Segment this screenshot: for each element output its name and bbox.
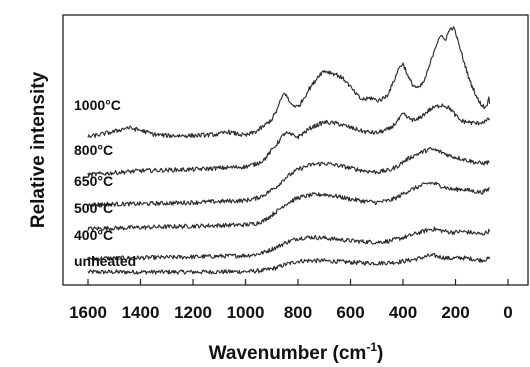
series-label-1: 400°C	[74, 227, 113, 243]
spectrum-trace-3	[87, 146, 490, 207]
x-axis-tick-labels: 1600 1400 1200 1000 800 600 400 200 0	[69, 303, 513, 322]
x-tick-label-4: 800	[284, 303, 312, 322]
series-label-0: unheated	[74, 253, 136, 269]
series-label-3: 650°C	[74, 173, 113, 189]
x-tick-label-0: 1600	[69, 303, 107, 322]
x-tick-label-2: 1200	[174, 303, 212, 322]
y-axis-label: Relative intensity	[28, 71, 49, 228]
x-tick-label-7: 200	[441, 303, 469, 322]
series-label-2: 500°C	[74, 200, 113, 216]
spectrum-trace-0	[87, 252, 491, 275]
series-label-5: 1000°C	[74, 97, 121, 113]
x-axis-label: Wavenumber (cm-1)	[209, 340, 384, 364]
spectrum-trace-4	[87, 103, 491, 178]
x-tick-label-8: 0	[503, 303, 512, 322]
x-tick-label-3: 1000	[227, 303, 265, 322]
series-labels: unheated 400°C 500°C 650°C 800°C 1000°C	[74, 97, 136, 269]
x-tick-label-5: 600	[336, 303, 364, 322]
spectrum-trace-1	[87, 226, 491, 261]
spectrum-traces	[87, 26, 491, 275]
x-tick-label-1: 1400	[122, 303, 160, 322]
x-tick-label-6: 400	[389, 303, 417, 322]
series-label-4: 800°C	[74, 142, 113, 158]
x-axis-ticks	[87, 279, 509, 285]
plot-frame	[62, 14, 529, 286]
spectrum-trace-2	[87, 181, 491, 231]
spectrum-trace-5	[87, 26, 491, 139]
plot-area	[62, 14, 529, 286]
